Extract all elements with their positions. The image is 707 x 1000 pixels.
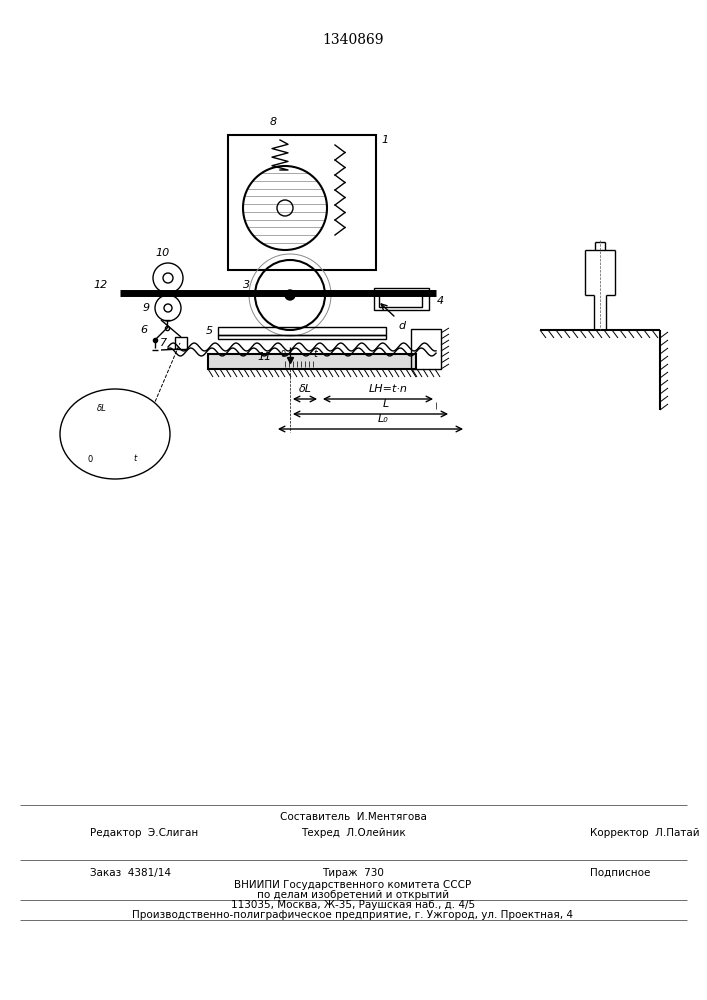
Text: 1: 1 xyxy=(381,135,388,145)
Text: d: d xyxy=(398,321,405,331)
Bar xyxy=(95,416,131,452)
Circle shape xyxy=(285,290,295,300)
Text: 9: 9 xyxy=(143,303,150,313)
Text: Корректор  Л.Патай: Корректор Л.Патай xyxy=(590,828,700,838)
Text: 10: 10 xyxy=(156,248,170,258)
Text: Тираж  730: Тираж 730 xyxy=(322,868,384,878)
Text: L: L xyxy=(382,399,389,409)
Text: Составитель  И.Ментягова: Составитель И.Ментягова xyxy=(279,812,426,822)
Text: ВНИИПИ Государственного комитета СССР: ВНИИПИ Государственного комитета СССР xyxy=(235,880,472,890)
Bar xyxy=(175,337,187,349)
Bar xyxy=(379,291,422,307)
Text: 3: 3 xyxy=(243,280,250,290)
Text: t: t xyxy=(133,454,136,463)
Text: δL: δL xyxy=(298,384,312,394)
Text: 7: 7 xyxy=(160,338,167,348)
Ellipse shape xyxy=(60,389,170,479)
Text: Техред  Л.Олейник: Техред Л.Олейник xyxy=(300,828,405,838)
Text: δL: δL xyxy=(97,404,107,413)
Bar xyxy=(208,354,416,369)
Text: 0: 0 xyxy=(88,455,93,464)
Bar xyxy=(411,329,441,369)
Text: Редактор  Э.Слиган: Редактор Э.Слиган xyxy=(90,828,198,838)
Bar xyxy=(218,327,386,335)
Bar xyxy=(228,135,376,270)
Text: L₀: L₀ xyxy=(378,414,388,424)
Text: 8: 8 xyxy=(269,117,276,127)
Text: Подписное: Подписное xyxy=(590,868,650,878)
Text: Заказ  4381/14: Заказ 4381/14 xyxy=(90,868,171,878)
Text: 0: 0 xyxy=(281,350,286,359)
Bar xyxy=(218,335,386,339)
Text: 113035, Москва, Ж-35, Раушская наб., д. 4/5: 113035, Москва, Ж-35, Раушская наб., д. … xyxy=(231,900,475,910)
Text: 6: 6 xyxy=(140,325,147,335)
Text: 1340869: 1340869 xyxy=(322,33,384,47)
Text: 4: 4 xyxy=(437,296,444,306)
Bar xyxy=(374,288,429,310)
Text: 12: 12 xyxy=(94,280,108,290)
Text: 11: 11 xyxy=(258,352,272,362)
Text: LH=t·n: LH=t·n xyxy=(368,384,407,394)
Text: Производственно-полиграфическое предприятие, г. Ужгород, ул. Проектная, 4: Производственно-полиграфическое предприя… xyxy=(132,910,573,920)
Text: t: t xyxy=(313,349,317,359)
Text: 5: 5 xyxy=(206,326,213,336)
Text: по делам изобретений и открытий: по делам изобретений и открытий xyxy=(257,890,449,900)
